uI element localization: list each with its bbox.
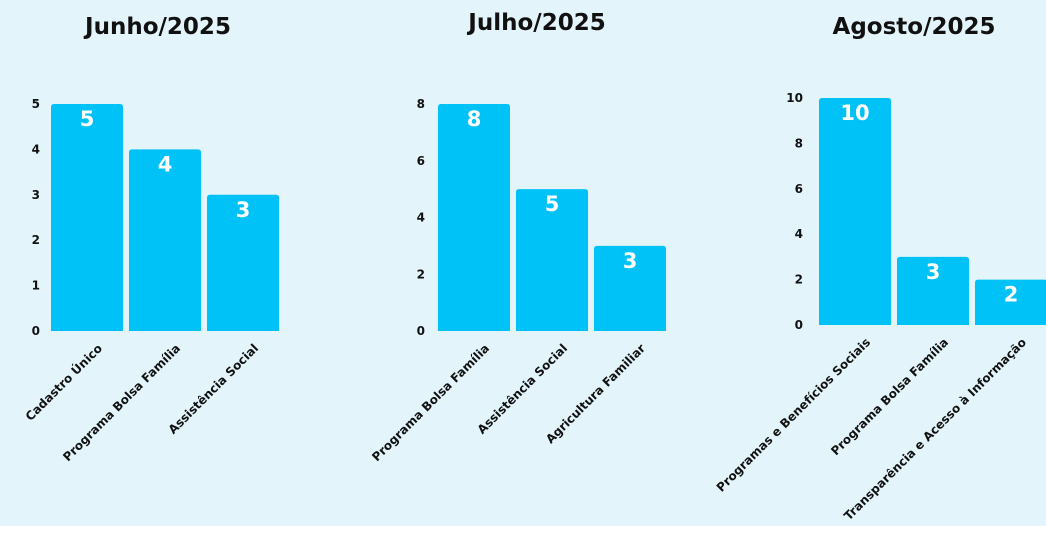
bar-value-label: 10 bbox=[840, 101, 869, 125]
x-category-label: Programas e Benefícios Sociais bbox=[714, 335, 873, 494]
y-tick-label: 0 bbox=[417, 324, 425, 338]
y-tick-label: 8 bbox=[795, 136, 803, 150]
chart-title: Junho/2025 bbox=[83, 14, 231, 40]
bar-value-label: 4 bbox=[158, 152, 173, 176]
bar bbox=[207, 194, 279, 331]
chart-title: Julho/2025 bbox=[466, 10, 605, 36]
bar-value-label: 8 bbox=[467, 107, 482, 131]
y-tick-label: 0 bbox=[795, 318, 803, 332]
y-tick-label: 3 bbox=[32, 188, 40, 202]
bar bbox=[129, 149, 201, 331]
bar-value-label: 5 bbox=[545, 192, 560, 216]
x-category-label: Cadastro Único bbox=[22, 341, 105, 424]
bar bbox=[438, 104, 510, 331]
bar-value-label: 3 bbox=[236, 198, 251, 222]
bar-value-label: 5 bbox=[80, 107, 95, 131]
bar-chart-3: Agosto/2025 0 2 4 6 8 10 10 Programas e Benefíci… bbox=[714, 14, 1046, 523]
y-tick-label: 2 bbox=[417, 267, 425, 281]
y-tick-label: 2 bbox=[32, 233, 40, 247]
bar bbox=[897, 256, 969, 325]
bar-value-label: 2 bbox=[1004, 283, 1019, 307]
y-tick-label: 8 bbox=[417, 97, 425, 111]
y-tick-label: 10 bbox=[786, 91, 803, 105]
bar bbox=[51, 104, 123, 331]
y-tick-label: 4 bbox=[417, 211, 425, 225]
y-tick-label: 1 bbox=[32, 279, 40, 293]
y-tick-label: 4 bbox=[795, 227, 803, 241]
y-tick-label: 0 bbox=[32, 324, 40, 338]
bar bbox=[975, 279, 1046, 325]
bar bbox=[594, 245, 666, 331]
y-tick-label: 5 bbox=[32, 97, 40, 111]
bar bbox=[819, 98, 891, 325]
bar-value-label: 3 bbox=[623, 249, 638, 273]
y-tick-label: 6 bbox=[417, 154, 425, 168]
y-tick-label: 2 bbox=[795, 273, 803, 287]
bar bbox=[516, 189, 588, 331]
x-category-label: Transparência e Acesso à Informação bbox=[841, 335, 1029, 523]
chart-title: Agosto/2025 bbox=[833, 14, 996, 40]
bar-value-label: 3 bbox=[926, 260, 941, 284]
y-tick-label: 6 bbox=[795, 182, 803, 196]
x-category-label: Assistência Social bbox=[166, 341, 262, 437]
x-category-label: Programa Bolsa Família bbox=[369, 341, 492, 464]
y-tick-label: 4 bbox=[32, 142, 40, 156]
